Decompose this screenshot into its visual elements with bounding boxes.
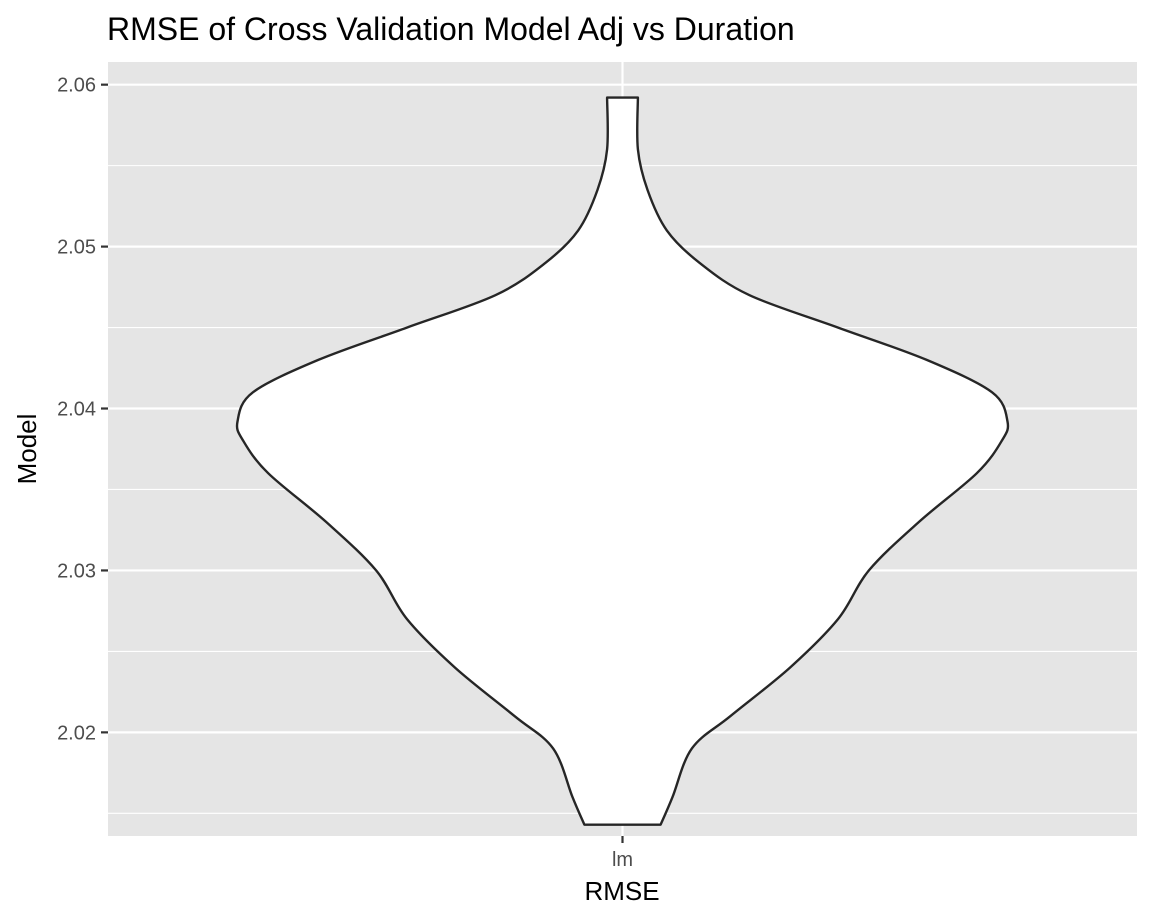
violin-lm bbox=[235, 96, 1010, 826]
x-axis-title: RMSE bbox=[584, 876, 659, 906]
plot-panel: 2.02 2.03 2.04 2.05 2.06 lm bbox=[57, 62, 1137, 871]
y-axis-title: Model bbox=[12, 414, 42, 485]
y-tick-label: 2.02 bbox=[57, 722, 96, 744]
y-tick-label: 2.06 bbox=[57, 75, 96, 97]
chart-title: RMSE of Cross Validation Model Adj vs Du… bbox=[107, 11, 795, 47]
y-tick-label: 2.05 bbox=[57, 237, 96, 259]
y-tick-label: 2.04 bbox=[57, 399, 96, 421]
x-tick-label: lm bbox=[612, 849, 633, 871]
y-tick-label: 2.03 bbox=[57, 560, 96, 582]
